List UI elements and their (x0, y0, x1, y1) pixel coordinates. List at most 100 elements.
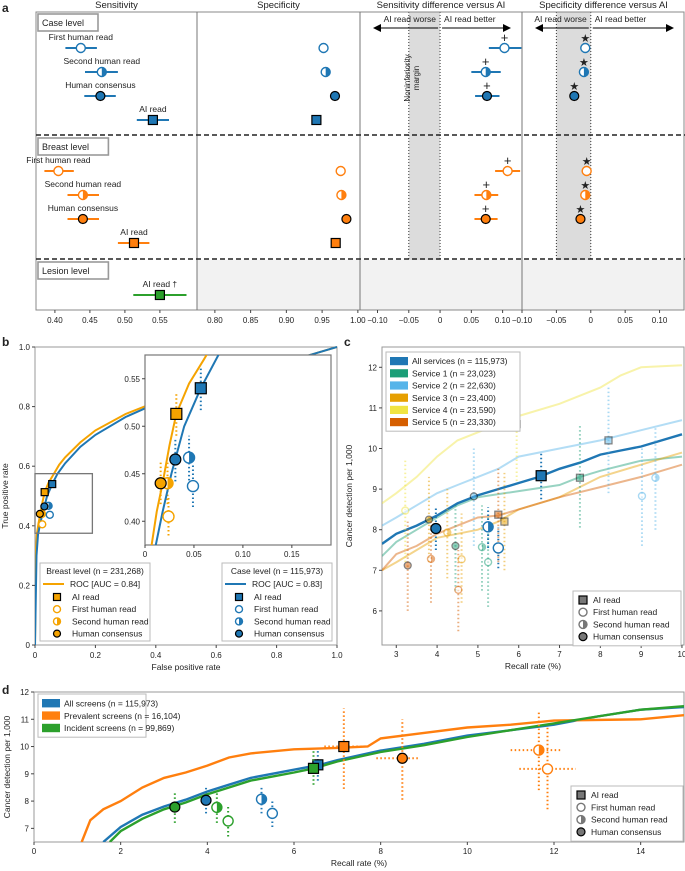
marker-first (234, 605, 244, 614)
row-label: First human read (49, 32, 114, 42)
marker-ai (604, 436, 613, 445)
second-human-read-half-fill (583, 67, 589, 77)
legend-item-label: Human consensus (591, 827, 661, 837)
row-label: Human consensus (48, 203, 118, 213)
marker-ai (330, 237, 341, 249)
ai-read-marker (234, 592, 244, 602)
x-tick-label: 6 (516, 650, 521, 659)
marker-ai (535, 470, 547, 482)
marker-second (52, 617, 62, 626)
first-human-read-marker (52, 605, 62, 614)
legend-item-label: First human read (591, 802, 656, 812)
row-label: AI read (139, 104, 167, 114)
legend-swatch (390, 393, 408, 402)
noninferiority-band (408, 12, 441, 260)
axis-tick-label: 0.50 (117, 316, 133, 325)
marker-second (651, 473, 660, 482)
marker-second (477, 542, 487, 552)
marker-consensus (77, 213, 89, 225)
second-human-read-half-fill (581, 815, 585, 824)
legend-item-label: AI read (591, 790, 619, 800)
marker-second (320, 66, 331, 78)
row-label: First human read (26, 155, 91, 165)
arrow-label-better: AI read better (595, 14, 647, 24)
marker-first (162, 510, 175, 523)
marker-first (318, 42, 329, 54)
marker-ai (575, 473, 585, 482)
series-curve (382, 419, 683, 527)
legend-item-label: Second human read (254, 616, 331, 626)
x-tick-label: 8 (598, 650, 603, 659)
x-tick-label: 0.2 (90, 651, 102, 660)
legend-swatch (390, 369, 408, 378)
first-human-read-marker (580, 42, 591, 54)
significance-plus-icon: + (482, 201, 490, 216)
ai-read-marker (535, 470, 547, 482)
y-tick-label: 7 (373, 566, 378, 575)
significance-star-icon: ★ (580, 33, 590, 45)
legend-item-label: All screens (n = 115,973) (64, 698, 158, 708)
marker-consensus (234, 629, 244, 638)
lesion-na-shading (197, 260, 685, 310)
axis-tick-label: 0.05 (464, 316, 480, 325)
second-human-read-half-fill (261, 794, 267, 805)
y-tick-label: 8 (25, 797, 30, 806)
x-tick-label: 0.8 (271, 651, 283, 660)
human-consensus-marker (430, 522, 442, 535)
legend-swatch (42, 723, 60, 733)
legend-item-label: AI read (72, 592, 100, 602)
first-human-read-marker (499, 42, 510, 54)
legend-item-label: Prevalent screens (n = 16,104) (64, 711, 181, 721)
x-axis-label: False positive rate (152, 662, 221, 672)
series-curve (382, 463, 683, 571)
legend-roc-label: ROC [AUC = 0.84] (70, 579, 140, 589)
marker-first (492, 542, 505, 554)
human-consensus-marker (200, 794, 212, 806)
series-legend: All services (n = 115,973) Service 1 (n =… (385, 351, 521, 432)
marker-ai (147, 114, 158, 126)
ai-read-marker (194, 382, 207, 395)
x-tick-label: 0 (33, 651, 38, 660)
marker-first (581, 165, 592, 177)
inset-x-tick-label: 0.05 (186, 550, 202, 559)
first-human-read-marker (502, 165, 513, 177)
legend-item-label: Service 5 (n = 23,330) (412, 417, 496, 427)
legend-item-label: First human read (593, 607, 658, 617)
panel-label-c: c (344, 335, 351, 349)
x-tick-label: 0 (32, 847, 37, 856)
human-consensus-marker (154, 477, 167, 490)
row-label: Second human read (45, 179, 122, 189)
legend-box (385, 351, 521, 432)
human-consensus-marker (569, 90, 580, 102)
axis-tick-label: 0 (438, 316, 443, 325)
inset-roc-curve (154, 355, 220, 545)
second-human-read-half-fill (481, 543, 486, 551)
group-label-box (37, 13, 99, 32)
ai-read-marker (48, 479, 57, 489)
marker-ai (234, 592, 244, 602)
human-consensus-marker (480, 213, 491, 225)
row-consensus: Human consensus + ★ (48, 201, 586, 225)
x-tick-label: 10 (678, 650, 685, 659)
noninferiority-label-line: Noninferiority (403, 54, 412, 101)
marker-second (578, 66, 590, 78)
x-tick-label: 1.0 (331, 651, 343, 660)
axis-tick-label: 0.10 (652, 316, 668, 325)
column-title: Specificity (257, 0, 300, 11)
curves (80, 705, 684, 842)
marker-first (52, 605, 62, 614)
plot-frame (33, 691, 685, 843)
marker-consensus (469, 492, 478, 501)
marker-first (222, 815, 234, 827)
human-consensus-marker (40, 502, 49, 511)
significance-star-icon: ★ (576, 204, 586, 216)
significance-plus-icon: + (483, 78, 491, 93)
first-human-read-marker (457, 555, 466, 564)
first-human-read-marker (162, 510, 175, 523)
marker-second (482, 521, 494, 533)
legend-item-label: Second human read (72, 616, 149, 626)
curves (382, 364, 683, 632)
marker-first (38, 520, 47, 529)
